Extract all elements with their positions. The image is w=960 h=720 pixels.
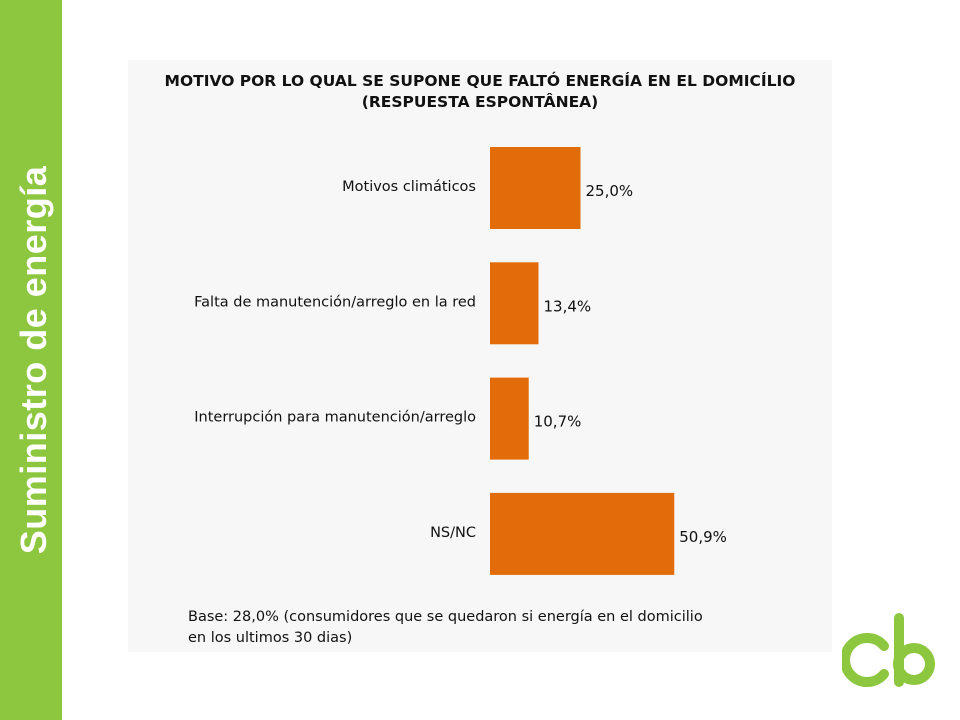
bar-4: [490, 492, 675, 575]
bar-2: [490, 262, 539, 345]
value-label: 10,7%: [534, 413, 582, 431]
category-label: Motivos climáticos: [342, 179, 476, 195]
base-note-line1: Base: 28,0% (consumidores que se quedaro…: [188, 609, 703, 625]
value-label: 25,0%: [586, 182, 634, 200]
bar-chart: Motivos climáticos 25,0% Falta de manutenc…: [194, 147, 727, 575]
bar-1: [490, 147, 581, 229]
category-label: Falta de manutención/arreglo en la red: [194, 294, 476, 310]
value-label: 13,4%: [544, 297, 592, 315]
category-label: Interrupción para manutención/arreglo: [194, 410, 476, 426]
category-label: NS/NC: [430, 525, 476, 541]
bar-3: [490, 377, 529, 460]
base-note: Base: 28,0% (consumidores que se quedaro…: [188, 607, 808, 649]
sidebar-title: Suministro de energía: [13, 165, 54, 555]
value-label: 50,9%: [679, 528, 727, 546]
sidebar: Suministro de energía: [0, 0, 62, 720]
chart-title: MOTIVO POR LO QUAL SE SUPONE QUE FALTÓ E…: [164, 72, 796, 90]
cb-logo: [842, 613, 935, 687]
base-note-line2: en los ultimos 30 dias): [188, 630, 353, 646]
chart-panel: MOTIVO POR LO QUAL SE SUPONE QUE FALTÓ E…: [128, 60, 832, 652]
chart-subtitle: (RESPUESTA ESPONTÂNEA): [361, 93, 599, 111]
